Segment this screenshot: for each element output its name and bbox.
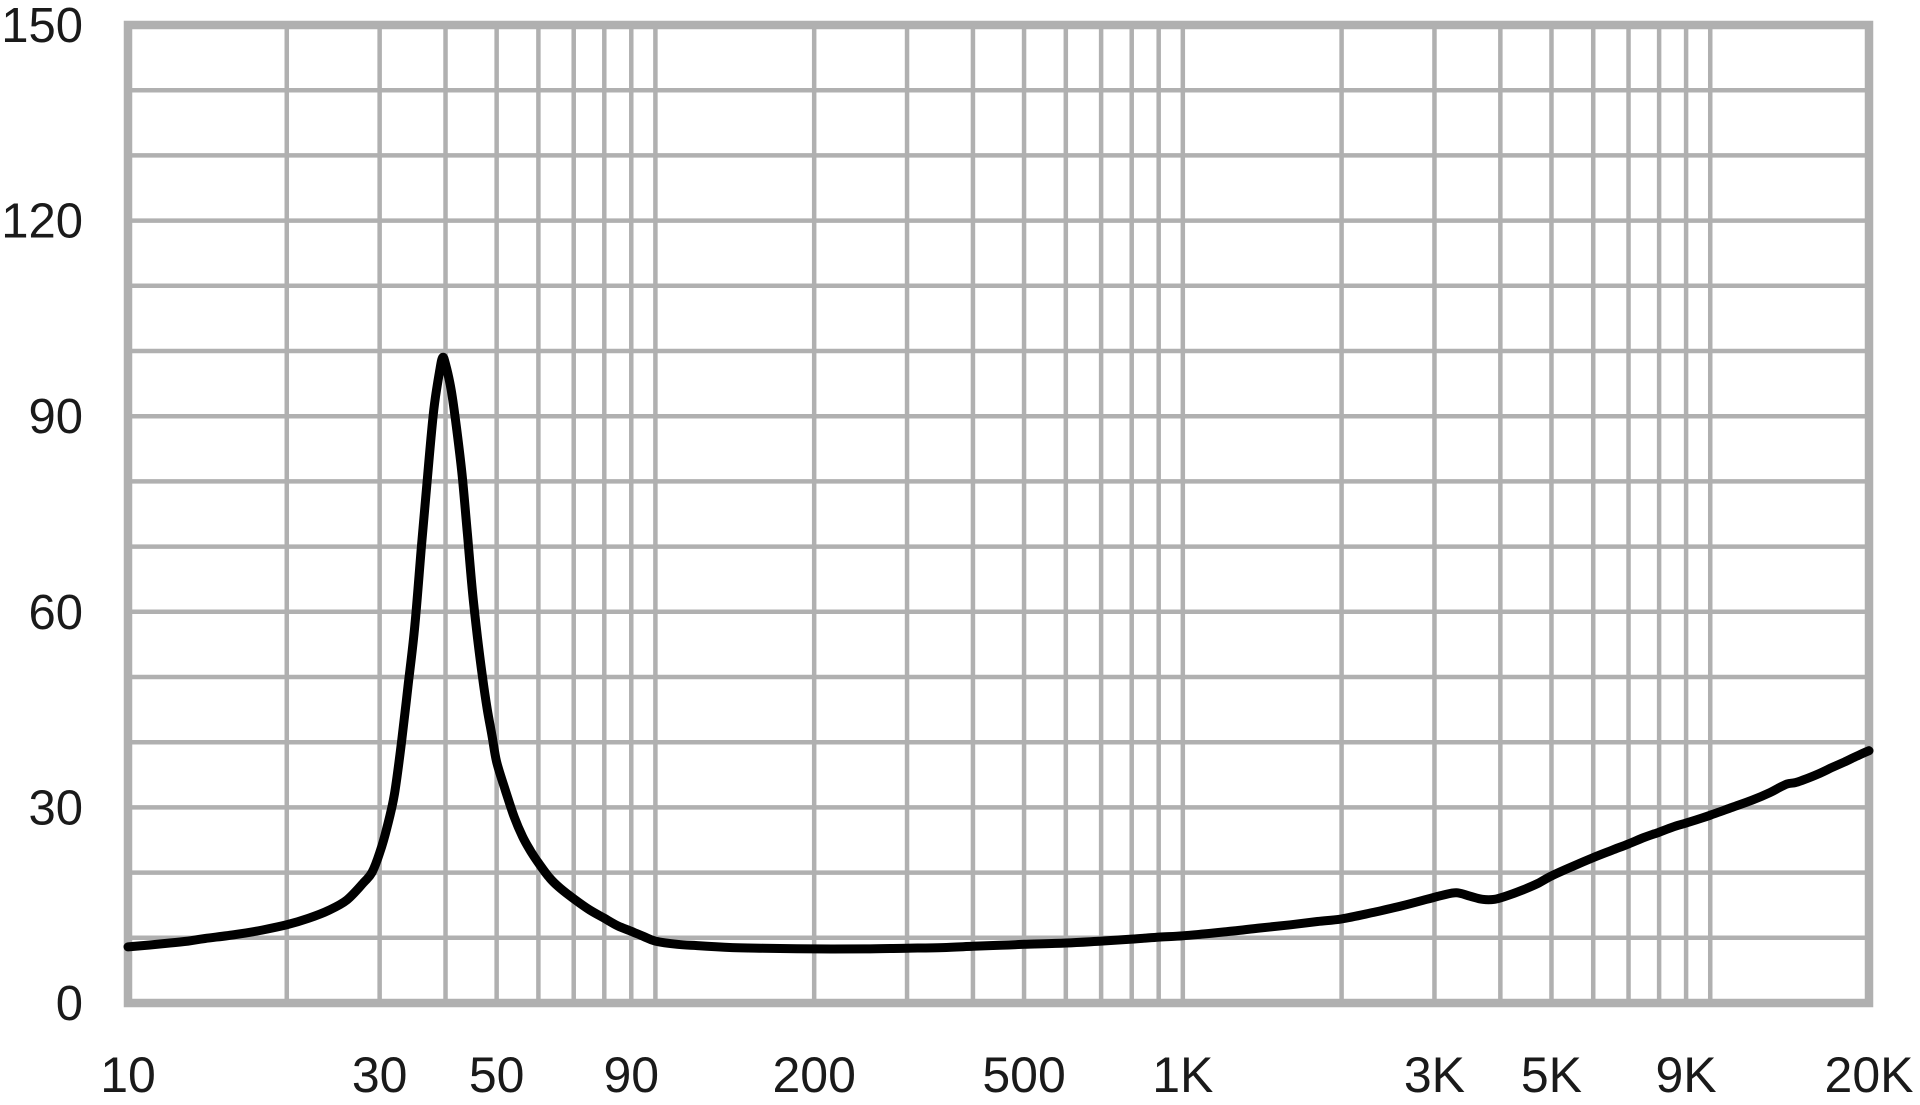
y-tick-label: 30 [28, 781, 83, 835]
plot-border [123, 20, 1874, 1008]
x-tick-label: 5K [1521, 1047, 1582, 1103]
x-tick-label: 50 [469, 1047, 525, 1103]
x-tick-label: 200 [772, 1047, 855, 1103]
gridlines [128, 25, 1869, 1003]
x-tick-label: 3K [1404, 1047, 1465, 1103]
x-tick-label: 10 [100, 1047, 156, 1103]
y-tick-label: 90 [28, 390, 83, 444]
y-tick-label: 120 [1, 195, 83, 249]
x-tick-label: 9K [1656, 1047, 1717, 1103]
x-tick-label: 500 [982, 1047, 1065, 1103]
impedance-curve [123, 352, 1874, 954]
y-tick-label: 0 [56, 977, 83, 1031]
y-tick-label: 60 [28, 586, 83, 640]
x-tick-label: 90 [603, 1047, 659, 1103]
x-tick-label: 30 [352, 1047, 408, 1103]
y-tick-label: 150 [1, 0, 83, 53]
x-tick-label: 20K [1825, 1047, 1914, 1103]
x-tick-label: 1K [1152, 1047, 1213, 1103]
y-axis-labels: 0 30 60 90 120 150 [1, 0, 83, 1031]
x-axis-labels: 10 30 50 90 200 500 1K 3K 5K 9K 20K [100, 1047, 1913, 1103]
